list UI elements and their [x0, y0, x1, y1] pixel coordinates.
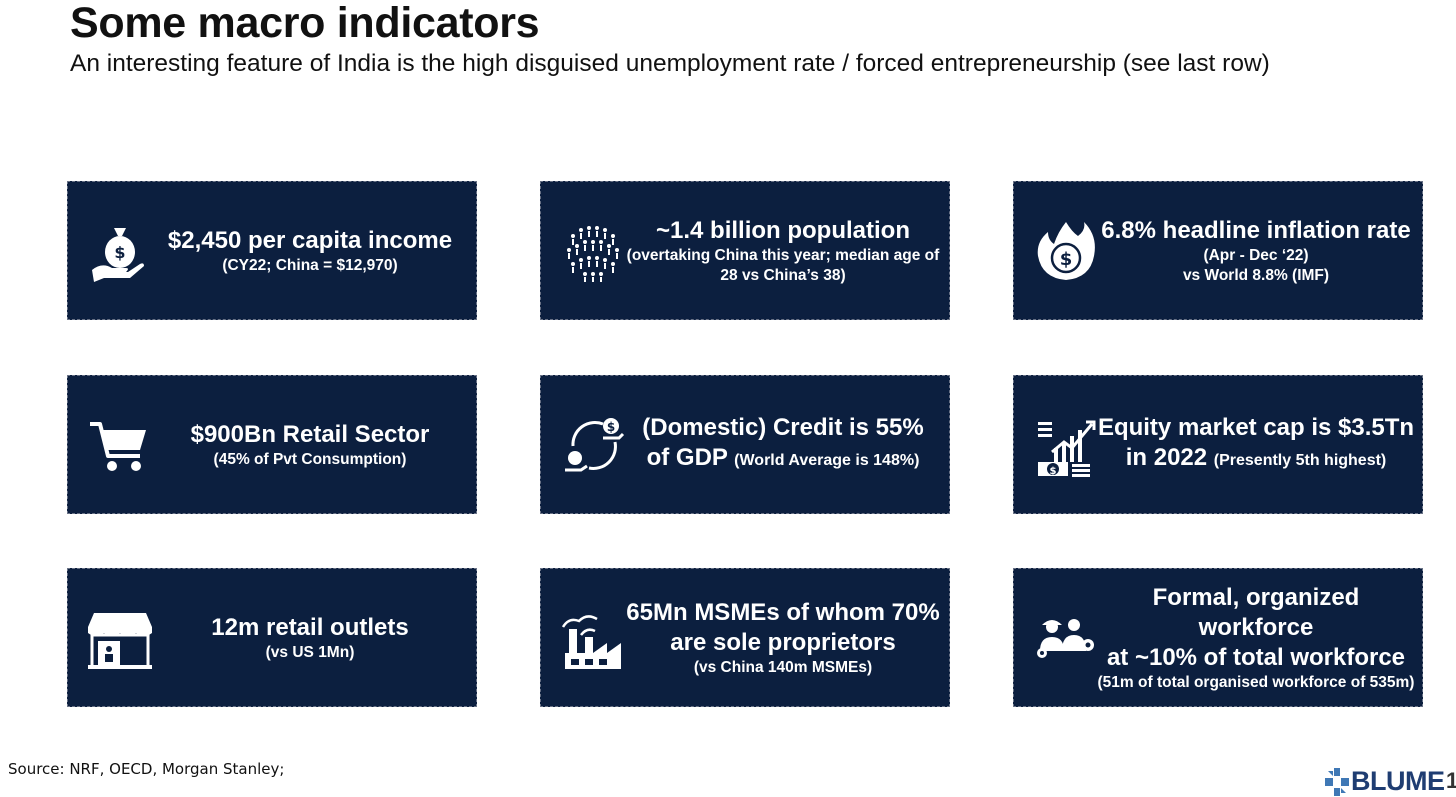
credit-cycle-icon: $ [565, 418, 625, 472]
card-main-text-2: in 2022 (Presently 5th highest) [1126, 443, 1387, 476]
card-main-text: 6.8% headline inflation rate [1101, 216, 1411, 244]
population-crowd-icon [567, 226, 619, 282]
card-main-text-2: of GDP (World Average is 148%) [647, 443, 920, 476]
page-number: 1 [1446, 768, 1456, 793]
card-sub-text: (CY22; China = $12,970) [222, 256, 398, 274]
card-formal-workforce: Formal, organized workforce at ~10% of t… [1013, 568, 1423, 707]
card-sub-text: (Apr - Dec ‘22) [1203, 246, 1309, 264]
source-note: Source: NRF, OECD, Morgan Stanley; [8, 760, 285, 778]
card-main-text-2: at ~10% of total workforce [1106, 643, 1406, 671]
page-subtitle: An interesting feature of India is the h… [70, 50, 1270, 77]
card-main-text: Formal, organized workforce [1152, 583, 1360, 641]
card-sub-text: (vs China 140m MSMEs) [693, 658, 873, 676]
card-main-text: (Domestic) Credit is 55% [642, 414, 924, 441]
card-domestic-credit: $ (Domestic) Credit is 55% of GDP (World… [540, 375, 950, 514]
card-sub-text-2: vs World 8.8% (IMF) [1182, 266, 1330, 284]
card-sub-text: (overtaking China this year; median age … [626, 246, 940, 284]
card-sub-text: (45% of Pvt Consumption) [213, 450, 407, 468]
card-main-text-2: are sole proprietors [670, 628, 896, 656]
money-bag-hand-icon: $ [92, 228, 144, 282]
card-population: ~1.4 billion population (overtaking Chin… [540, 181, 950, 320]
card-equity-market: $ Equity market cap is $3.5Tn in 2022 (P… [1013, 375, 1423, 514]
svg-text:$: $ [114, 243, 125, 262]
logo-text: BLUME [1351, 766, 1445, 796]
card-inflation: $ 6.8% headline inflation rate (Apr - De… [1013, 181, 1423, 320]
card-main-text: ~1.4 billion population [655, 216, 910, 244]
shopping-cart-icon [90, 422, 146, 471]
card-main-text: $900Bn Retail Sector [190, 420, 430, 448]
card-inline-sub-text: (World Average is 148%) [734, 452, 920, 469]
brand-logo: BLUME [1325, 766, 1445, 797]
fire-dollar-icon: $ [1037, 222, 1095, 280]
card-sub-text: (51m of total organised workforce of 535… [1097, 673, 1415, 691]
card-per-capita-income: $ $2,450 per capita income (CY22; China … [67, 181, 477, 320]
card-msmes: 65Mn MSMEs of whom 70% are sole propriet… [540, 568, 950, 707]
svg-text:$: $ [607, 420, 615, 434]
card-main-text-part: in 2022 [1125, 444, 1208, 471]
card-retail-sector: $900Bn Retail Sector (45% of Pvt Consump… [67, 375, 477, 514]
blume-logo-icon [1325, 767, 1349, 796]
card-sub-text: (vs US 1Mn) [265, 643, 355, 661]
card-retail-outlets: 12m retail outlets (vs US 1Mn) [67, 568, 477, 707]
card-main-text: Equity market cap is $3.5Tn [1097, 414, 1415, 441]
factory-icon [561, 615, 621, 669]
svg-text:$: $ [1060, 249, 1073, 270]
card-inline-sub-text: (Presently 5th highest) [1213, 452, 1387, 469]
market-growth-icon: $ [1038, 420, 1096, 477]
svg-text:$: $ [1050, 466, 1057, 477]
card-main-text: 12m retail outlets [211, 613, 409, 641]
card-main-text-part: of GDP [646, 444, 728, 471]
card-main-text: 65Mn MSMEs of whom 70% [626, 598, 940, 626]
card-main-text: $2,450 per capita income [167, 226, 453, 254]
workforce-icon [1037, 619, 1094, 658]
page-title: Some macro indicators [70, 0, 540, 47]
storefront-icon [88, 613, 152, 669]
